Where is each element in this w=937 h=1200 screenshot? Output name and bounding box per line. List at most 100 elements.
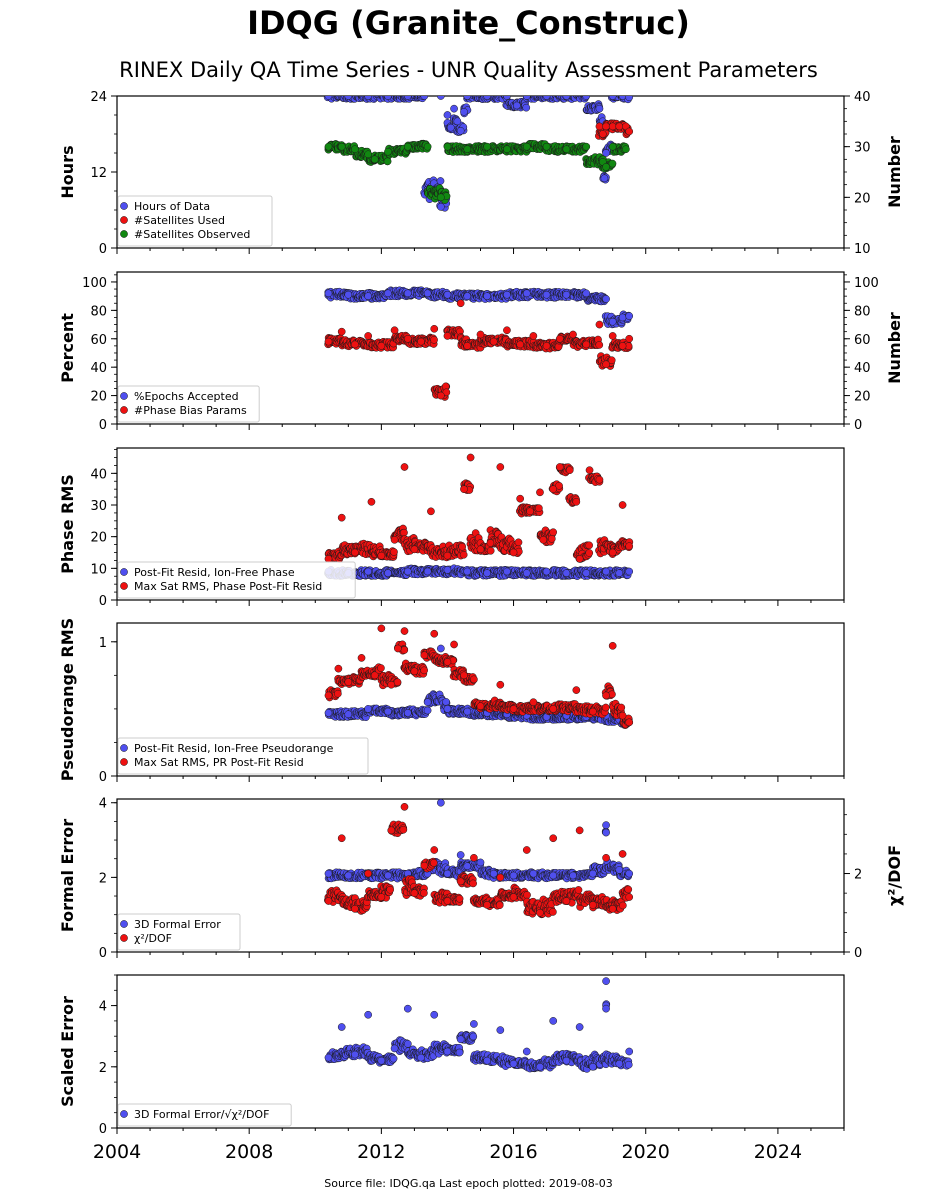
y-tick-label: 4	[99, 797, 107, 812]
data-point	[377, 551, 386, 560]
y-tick-label: 60	[90, 333, 107, 348]
data-point	[390, 535, 399, 544]
y-tick-label: 20	[90, 390, 107, 405]
data-point	[503, 96, 511, 100]
data-point	[459, 550, 468, 559]
data-point	[443, 566, 452, 574]
legend-entry: %Epochs Accepted	[134, 390, 239, 403]
data-point	[539, 535, 548, 544]
y-axis-label: Formal Error	[58, 819, 77, 932]
data-point	[618, 342, 627, 350]
data-point	[420, 651, 429, 660]
series-blue	[324, 286, 634, 329]
data-point	[598, 130, 607, 138]
legend-marker	[120, 582, 128, 590]
data-point	[585, 541, 594, 550]
data-point	[387, 680, 396, 689]
chart-title: IDQG (Granite_Construc)	[247, 4, 690, 42]
data-point	[542, 142, 551, 151]
legend-box	[117, 385, 260, 423]
data-point	[602, 691, 610, 700]
legend-marker	[120, 568, 128, 576]
data-point	[430, 629, 439, 638]
data-point	[423, 142, 432, 151]
data-point	[615, 122, 624, 131]
points-layer	[324, 286, 634, 401]
data-point	[585, 549, 594, 557]
y2-tick-label: 100	[854, 276, 879, 291]
data-point	[595, 104, 604, 113]
data-point	[364, 332, 372, 340]
series-green	[324, 139, 630, 204]
data-point	[572, 497, 581, 506]
data-point	[430, 324, 439, 333]
data-point	[503, 290, 511, 299]
data-point	[460, 485, 468, 494]
points-layer	[324, 453, 634, 580]
data-point	[333, 689, 342, 698]
points-layer	[324, 624, 634, 729]
data-point	[443, 658, 452, 666]
data-point	[364, 150, 372, 159]
legend-box	[117, 737, 369, 775]
data-point	[344, 710, 353, 719]
data-point	[403, 142, 412, 151]
data-point	[436, 644, 445, 653]
y-tick-label: 1	[99, 636, 107, 651]
y-tick-label: 30	[90, 499, 107, 514]
data-point	[384, 569, 392, 577]
data-point	[608, 548, 617, 557]
y-tick-label: 40	[90, 467, 107, 482]
data-point	[486, 546, 495, 555]
points-layer	[323, 96, 634, 212]
data-point	[608, 332, 617, 340]
data-point	[595, 122, 604, 131]
series-red	[436, 119, 634, 197]
data-point	[436, 96, 445, 100]
data-point	[625, 334, 634, 343]
y2-tick-label: 60	[854, 333, 871, 348]
data-point	[403, 567, 412, 576]
data-point	[549, 705, 558, 713]
data-point	[526, 507, 534, 516]
chart-subtitle: RINEX Daily QA Time Series - UNR Quality…	[119, 58, 818, 82]
data-point	[384, 96, 392, 100]
data-point	[394, 644, 402, 653]
data-point	[600, 174, 609, 183]
y-tick-label: 0	[99, 418, 107, 433]
data-point	[364, 705, 372, 713]
data-point	[625, 542, 634, 551]
data-point	[430, 335, 438, 344]
data-point	[601, 703, 610, 712]
legend-box	[117, 195, 273, 247]
data-point	[595, 320, 604, 329]
data-point	[522, 142, 531, 151]
data-point	[529, 698, 538, 707]
data-point	[453, 117, 462, 126]
y2-axis-label: Number	[885, 136, 904, 208]
data-point	[483, 96, 491, 100]
data-point	[476, 330, 485, 339]
data-point	[582, 569, 591, 577]
data-point	[400, 627, 409, 635]
y2-tick-label: 10	[854, 242, 871, 257]
data-point	[536, 488, 544, 497]
data-point	[456, 299, 465, 308]
data-point	[324, 709, 333, 717]
data-point	[466, 453, 475, 462]
data-point	[569, 330, 577, 339]
data-point	[503, 567, 511, 576]
data-point	[436, 202, 445, 211]
data-point	[555, 334, 564, 343]
data-point	[463, 96, 472, 100]
legend-marker	[120, 202, 128, 210]
data-point	[417, 337, 425, 346]
panel-2: 020406080100020406080100NumberPercent%Ep…	[58, 271, 904, 433]
data-point	[400, 528, 408, 537]
data-point	[582, 96, 591, 100]
y-tick-label: 10	[90, 562, 107, 577]
data-point	[522, 103, 531, 112]
data-point	[602, 149, 610, 157]
data-point	[463, 145, 472, 154]
